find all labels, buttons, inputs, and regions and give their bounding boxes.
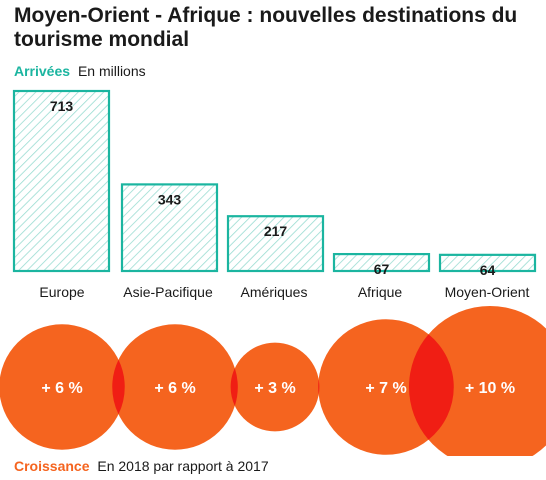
- category-label-ameriques: Amériques: [241, 284, 308, 300]
- arrivals-label: Arrivées: [14, 63, 71, 79]
- growth-period: En 2018 par rapport à 2017: [97, 458, 269, 474]
- bar-value-moyen-orient: 64: [480, 262, 496, 278]
- growth-value-afrique: + 7 %: [365, 380, 406, 397]
- category-label-europe: Europe: [39, 284, 84, 300]
- growth-bubble-asie-pacifique: [112, 324, 238, 450]
- growth-bubble-europe: [0, 324, 125, 450]
- category-label-moyen-orient: Moyen-Orient: [445, 284, 530, 300]
- bar-moyen-orient: [438, 253, 537, 273]
- bubble-overlap: [318, 379, 320, 395]
- bar-value-ameriques: 217: [264, 223, 288, 239]
- bubbles-group: + 6 % + 6 % + 3 % + 7 % + 10 %: [0, 306, 546, 456]
- growth-caption: Croissance En 2018 par rapport à 2017: [14, 457, 269, 475]
- bar-asie-pacifique: [120, 183, 219, 273]
- bar-value-asie-pacifique: 343: [158, 191, 182, 207]
- bar-ameriques: [226, 215, 325, 273]
- arrivals-unit: En millions: [77, 63, 146, 79]
- bars-group: 713 Europe 343 Asie-Pacifique 217 Amériques 67…: [12, 89, 537, 300]
- bar-chart-subtitle: Arrivées En millions: [14, 62, 146, 80]
- bubble-overlap: [112, 359, 125, 415]
- bubble-overlap: [409, 334, 454, 440]
- growth-value-asie-pacifique: + 6 %: [154, 380, 195, 397]
- bar-value-afrique: 67: [374, 261, 390, 277]
- growth-label: Croissance: [14, 458, 90, 474]
- chart-title: Moyen-Orient - Afrique : nouvelles desti…: [14, 4, 518, 51]
- bubble-overlap: [230, 368, 238, 406]
- growth-bubble-ameriques: [230, 342, 320, 432]
- growth-value-europe: + 6 %: [41, 380, 82, 397]
- category-label-afrique: Afrique: [358, 284, 403, 300]
- bar-value-europe: 713: [50, 98, 74, 114]
- growth-value-moyen-orient: + 10 %: [465, 380, 515, 397]
- category-label-asie-pacifique: Asie-Pacifique: [123, 284, 213, 300]
- bar-europe: [12, 89, 111, 273]
- bar-afrique: [332, 252, 431, 273]
- growth-value-ameriques: + 3 %: [254, 380, 295, 397]
